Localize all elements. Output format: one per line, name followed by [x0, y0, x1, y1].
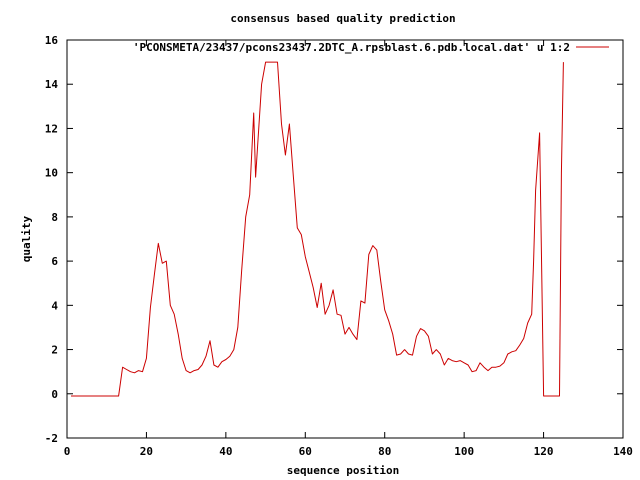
chart-title: consensus based quality prediction — [230, 12, 455, 25]
y-tick-label: 14 — [45, 78, 59, 91]
x-tick-label: 40 — [219, 445, 232, 458]
x-tick-label: 140 — [613, 445, 633, 458]
series-line — [71, 61, 564, 397]
x-tick-label: 100 — [454, 445, 474, 458]
y-tick-label: 8 — [51, 211, 58, 224]
x-tick-label: 60 — [299, 445, 312, 458]
y-tick-label: 0 — [51, 388, 58, 401]
plot-frame — [66, 39, 624, 439]
y-tick-label: 10 — [45, 167, 58, 180]
y-tick-label: 4 — [51, 299, 58, 312]
x-tick-label: 20 — [140, 445, 153, 458]
y-tick-label: 6 — [51, 255, 58, 268]
y-tick-label: 2 — [51, 344, 58, 357]
y-tick-label: 12 — [45, 122, 58, 135]
series-layer — [71, 61, 564, 397]
legend: 'PCONSMETA/23437/pcons23437.2DTC_A.rpsbl… — [133, 41, 609, 54]
x-axis-label: sequence position — [287, 464, 400, 477]
x-tick-label: 0 — [64, 445, 71, 458]
x-tick-label: 80 — [378, 445, 391, 458]
y-axis-label: quality — [20, 215, 33, 262]
y-tick-label: -2 — [45, 432, 58, 445]
plot-area: 0 20 40 60 80 100 120 140 -2 0 2 4 6 8 10 12 14 16 — [45, 34, 633, 458]
legend-label: 'PCONSMETA/23437/pcons23437.2DTC_A.rpsbl… — [133, 41, 570, 54]
x-tick-label: 120 — [534, 445, 554, 458]
y-tick-label: 16 — [45, 34, 59, 47]
